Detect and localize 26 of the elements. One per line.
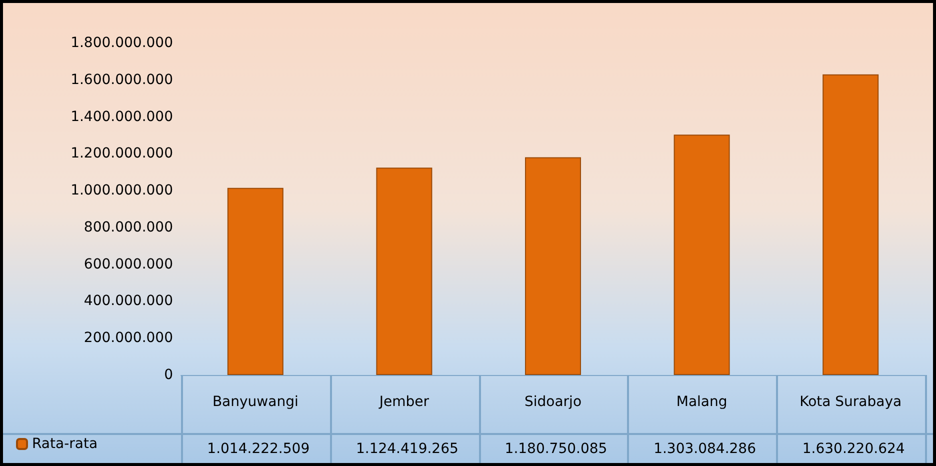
bar: [674, 134, 730, 375]
data-label: 1.014.222.509: [207, 441, 310, 457]
y-tick-label: 200.000.000: [84, 330, 173, 346]
x-tick-label: Kota Surabaya: [800, 394, 902, 410]
data-label: 1.124.419.265: [356, 441, 458, 457]
legend-label: Rata-rata: [32, 436, 98, 452]
data-label: 1.303.084.286: [654, 441, 756, 457]
bar: [376, 168, 432, 375]
y-tick-label: 0: [164, 367, 173, 383]
y-tick-label: 1.000.000.000: [70, 182, 173, 199]
y-tick-label: 600.000.000: [84, 256, 173, 272]
x-tick-label: Sidoarjo: [524, 394, 582, 410]
bar: [822, 74, 879, 375]
bar: [525, 157, 581, 375]
y-tick-label: 800.000.000: [84, 219, 173, 236]
x-tick-label: Jember: [378, 394, 430, 410]
data-label: 1.630.220.624: [802, 441, 905, 457]
y-tick-label: 1.400.000.000: [70, 108, 173, 125]
y-tick-label: 400.000.000: [84, 293, 173, 310]
data-label: 1.180.750.085: [504, 441, 608, 457]
y-tick-label: 1.200.000.000: [70, 146, 173, 162]
y-tick-label: 1.800.000.000: [70, 35, 173, 51]
y-tick-label: 1.600.000.000: [70, 72, 173, 88]
x-tick-label: Banyuwangi: [212, 394, 298, 410]
x-tick-label: Malang: [676, 394, 728, 410]
bar: [227, 188, 284, 375]
